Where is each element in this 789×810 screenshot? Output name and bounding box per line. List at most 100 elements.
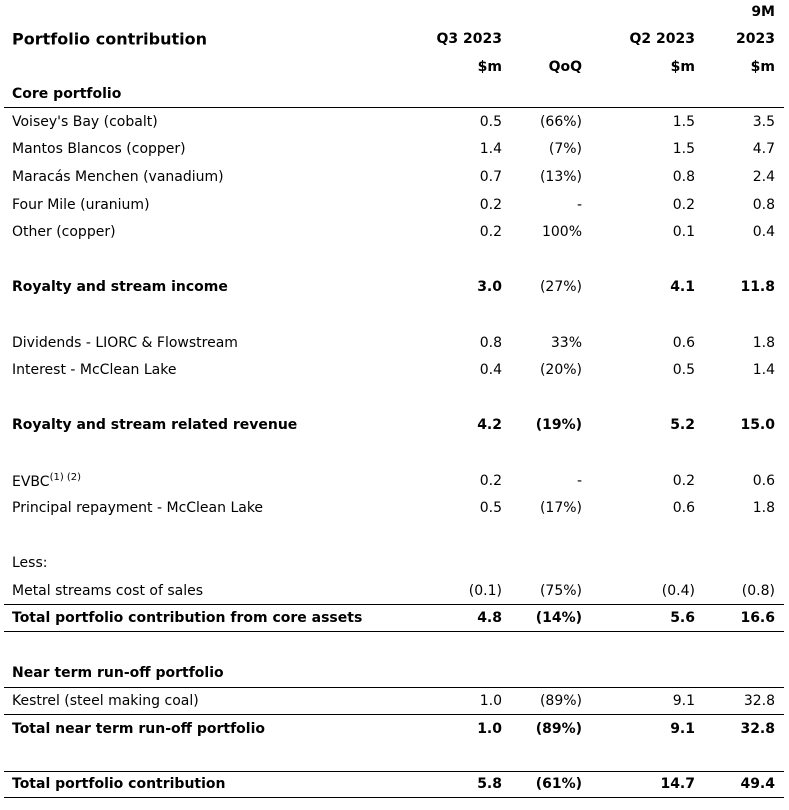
cell-9m-2023-text: 1.8 <box>752 334 775 351</box>
header-q2: Q2 2023 <box>629 31 695 48</box>
cell-qoq: - <box>577 473 582 489</box>
row-label: Royalty and stream income <box>12 279 228 295</box>
row-label: Maracás Menchen (vanadium) <box>12 169 224 185</box>
cell-qoq: (17%) <box>540 500 582 516</box>
row-label-text: Core portfolio <box>12 85 122 102</box>
cell-9m-2023-text: 16.6 <box>740 610 775 627</box>
cell-9m-2023: 2.4 <box>753 169 775 185</box>
row-label-text: Kestrel (steel making coal) <box>12 692 199 709</box>
row-label-text: Royalty and stream income <box>12 279 228 296</box>
cell-q2-2023-text: 0.6 <box>672 334 695 351</box>
table-row: Royalty and stream related revenue 4.2 (19… <box>4 412 784 440</box>
row-label: Four Mile (uranium) <box>12 197 150 213</box>
cell-9m-2023: 4.7 <box>753 141 775 157</box>
row-label-text: Total portfolio contribution from core a… <box>12 610 363 627</box>
row-label: Core portfolio <box>12 86 121 102</box>
row-label: Other (copper) <box>12 224 116 240</box>
table-row: Near term run-off portfolio <box>4 660 784 688</box>
cell-q3-2023-text: 0.4 <box>479 362 502 379</box>
cell-q3-2023-text: 0.5 <box>479 500 502 517</box>
cell-q3-2023-text: 3.0 <box>477 279 502 296</box>
cell-9m-2023: 0.8 <box>753 197 775 213</box>
cell-qoq-text: (89%) <box>539 692 582 709</box>
cell-q2-2023: 0.8 <box>673 169 695 185</box>
row-label: Voisey's Bay (cobalt) <box>12 114 158 130</box>
header-9m: 9M <box>751 3 775 20</box>
row-label: Total near term run-off portfolio <box>12 721 265 737</box>
table-row: Total portfolio contribution 5.8 (61%) 14.7… <box>4 770 784 799</box>
header-2023: 2023 <box>736 31 775 48</box>
cell-q3-2023: 0.2 <box>480 224 502 240</box>
table-row: Metal streams cost of sales (0.1) (75%) (0.… <box>4 577 784 605</box>
row-label-text: Interest - McClean Lake <box>12 362 177 379</box>
header-q3: Q3 2023 <box>436 31 502 48</box>
cell-q2-2023: 1.5 <box>673 114 695 130</box>
table-row: Mantos Blancos (copper) 1.4 (7%) 1.5 4.7 <box>4 136 784 164</box>
cell-qoq-text: (89%) <box>535 721 582 738</box>
cell-qoq: (13%) <box>540 169 582 185</box>
table-row: Maracás Menchen (vanadium) 0.7 (13%) 0.8 2.4 <box>4 163 784 191</box>
cell-9m-2023-text: 0.4 <box>752 224 775 241</box>
cell-9m-2023-text: 32.8 <box>740 721 775 738</box>
row-label: Total portfolio contribution <box>12 776 226 792</box>
table-row: Dividends - LIORC & Flowstream 0.8 33% 0.6 1… <box>4 329 784 357</box>
cell-qoq: (66%) <box>540 114 582 130</box>
cell-9m-2023-text: 2.4 <box>752 169 775 186</box>
cell-qoq: (20%) <box>540 362 582 378</box>
cell-qoq: (19%) <box>536 417 582 433</box>
cell-q3-2023: 0.4 <box>480 362 502 378</box>
cell-q2-2023-text: 0.2 <box>672 196 695 213</box>
cell-qoq-text: - <box>576 472 582 489</box>
cell-qoq-text: (66%) <box>539 113 582 130</box>
cell-qoq: (75%) <box>540 583 582 599</box>
cell-9m-2023: 32.8 <box>740 721 775 737</box>
cell-q2-2023-text: 0.1 <box>672 224 695 241</box>
cell-qoq-text: - <box>576 196 582 213</box>
cell-q2-2023: (0.4) <box>662 583 695 599</box>
header-row-2: Portfolio contribution Q3 2023 Q2 2023 2… <box>4 26 784 54</box>
row-label-text: Dividends - LIORC & Flowstream <box>12 334 238 351</box>
cell-9m-2023: 1.8 <box>753 500 775 516</box>
cell-q3-2023: 1.4 <box>480 141 502 157</box>
cell-9m-2023-text: 0.6 <box>752 472 775 489</box>
cell-qoq: (7%) <box>549 141 582 157</box>
row-label-text: Voisey's Bay (cobalt) <box>12 113 158 130</box>
cell-q2-2023: 0.1 <box>673 224 695 240</box>
row-label-text: Total portfolio contribution <box>12 776 226 793</box>
row-label: Dividends - LIORC & Flowstream <box>12 335 238 351</box>
cell-9m-2023: 15.0 <box>740 417 775 433</box>
header-row-3: $m QoQ $m $m <box>4 53 784 81</box>
cell-q2-2023: 9.1 <box>670 721 695 737</box>
cell-q2-2023: 5.2 <box>670 417 695 433</box>
row-label-text: Other (copper) <box>12 224 116 241</box>
header-q3-unit: $m <box>477 58 502 75</box>
cell-qoq: (61%) <box>536 776 582 792</box>
cell-qoq-text: (7%) <box>548 141 582 158</box>
row-label-text: EVBC <box>12 473 50 490</box>
cell-9m-2023-text: 1.8 <box>752 500 775 517</box>
cell-qoq-text: (14%) <box>535 610 582 627</box>
cell-q3-2023: 4.2 <box>477 417 502 433</box>
cell-q3-2023-text: 0.2 <box>479 224 502 241</box>
cell-9m-2023: 1.8 <box>753 335 775 351</box>
cell-q2-2023: 0.5 <box>673 362 695 378</box>
cell-q2-2023-text: 1.5 <box>672 113 695 130</box>
cell-q3-2023-text: 5.8 <box>477 776 502 793</box>
cell-q3-2023: 0.5 <box>480 114 502 130</box>
cell-q2-2023-text: 1.5 <box>672 141 695 158</box>
cell-qoq-text: (17%) <box>539 500 582 517</box>
cell-q3-2023-text: 0.2 <box>479 472 502 489</box>
cell-q3-2023-text: 4.8 <box>477 610 502 627</box>
cell-9m-2023: 0.4 <box>753 224 775 240</box>
cell-9m-2023-text: 3.5 <box>752 113 775 130</box>
cell-q2-2023: 0.2 <box>673 473 695 489</box>
cell-q3-2023-text: 1.0 <box>477 721 502 738</box>
cell-qoq: - <box>577 197 582 213</box>
row-label: Kestrel (steel making coal) <box>12 693 199 709</box>
cell-q2-2023: 5.6 <box>670 610 695 626</box>
cell-9m-2023: 32.8 <box>744 693 775 709</box>
cell-9m-2023: 16.6 <box>740 610 775 626</box>
row-label-text: Mantos Blancos (copper) <box>12 141 186 158</box>
cell-9m-2023: 0.6 <box>753 473 775 489</box>
cell-q3-2023: 0.5 <box>480 500 502 516</box>
